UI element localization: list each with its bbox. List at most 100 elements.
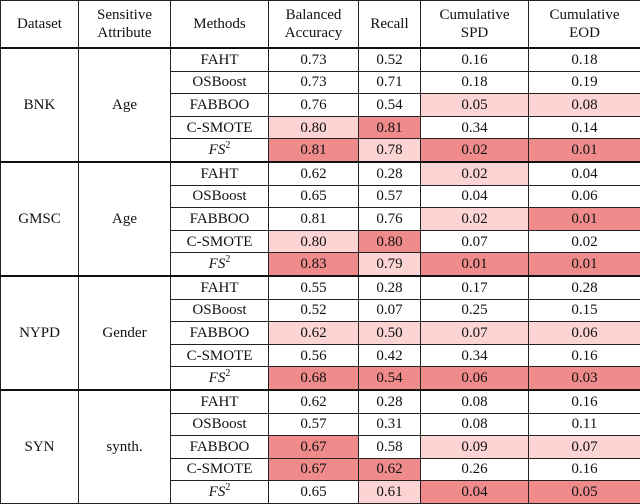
method-cell: C-SMOTE [171,344,269,367]
value-cell: 0.78 [359,139,421,162]
value-cell: 0.04 [529,162,640,185]
method-cell: FAHT [171,390,269,413]
method-name: FAHT [200,394,238,410]
value-cell: 0.18 [529,48,640,71]
value-cell: 0.28 [529,276,640,299]
value-cell: 0.28 [359,390,421,413]
value-cell: 0.05 [421,94,529,117]
value-cell: 0.06 [529,322,640,345]
method-cell: FS2 [171,253,269,276]
value-cell: 0.19 [529,71,640,94]
method-cell: FAHT [171,48,269,71]
dataset-cell: NYPD [1,276,79,390]
value-cell: 0.16 [529,390,640,413]
attribute-cell: Age [79,162,171,276]
value-cell: 0.80 [269,230,359,253]
method-name: OSBoost [192,302,246,318]
dataset-cell: GMSC [1,162,79,276]
value-cell: 0.07 [421,230,529,253]
value-cell: 0.62 [269,322,359,345]
dataset-cell: BNK [1,48,79,162]
method-name: OSBoost [192,416,246,432]
method-name: C-SMOTE [187,234,253,250]
method-cell: FABBOO [171,436,269,459]
value-cell: 0.65 [269,185,359,208]
header-text: Sensitive [97,7,152,23]
method-cell: FS2 [171,367,269,390]
value-cell: 0.15 [529,299,640,322]
header-text: SPD [461,25,489,41]
value-cell: 0.76 [359,208,421,231]
value-cell: 0.07 [421,322,529,345]
method-cell: OSBoost [171,299,269,322]
value-cell: 0.83 [269,253,359,276]
value-cell: 0.16 [529,458,640,481]
value-cell: 0.02 [421,139,529,162]
value-cell: 0.80 [269,116,359,139]
value-cell: 0.16 [529,344,640,367]
value-cell: 0.34 [421,344,529,367]
value-cell: 0.52 [359,48,421,71]
method-name: FS [209,370,226,386]
value-cell: 0.73 [269,48,359,71]
value-cell: 0.62 [269,162,359,185]
method-cell: FAHT [171,276,269,299]
value-cell: 0.07 [529,436,640,459]
attribute-cell: Gender [79,276,171,390]
value-cell: 0.71 [359,71,421,94]
value-cell: 0.04 [421,185,529,208]
value-cell: 0.06 [529,185,640,208]
value-cell: 0.17 [421,276,529,299]
method-name: OSBoost [192,188,246,204]
value-cell: 0.34 [421,116,529,139]
header-text: Dataset [17,16,62,32]
value-cell: 0.09 [421,436,529,459]
value-cell: 0.02 [529,230,640,253]
value-cell: 0.08 [421,390,529,413]
value-cell: 0.50 [359,322,421,345]
method-superscript: 2 [225,482,230,493]
value-cell: 0.58 [359,436,421,459]
header-text: Recall [370,16,408,32]
method-name: FAHT [200,280,238,296]
header-text: EOD [569,25,600,41]
value-cell: 0.03 [529,367,640,390]
value-cell: 0.55 [269,276,359,299]
method-name: FABBOO [190,211,250,227]
method-name: FAHT [200,166,238,182]
value-cell: 0.57 [359,185,421,208]
value-cell: 0.01 [421,253,529,276]
method-cell: FABBOO [171,208,269,231]
value-cell: 0.25 [421,299,529,322]
header-cell: Methods [171,1,269,49]
method-name: FS [209,142,226,158]
header-text: Cumulative [550,7,620,23]
header-cell: Cumulative EOD [529,1,640,49]
value-cell: 0.28 [359,276,421,299]
value-cell: 0.26 [421,458,529,481]
method-cell: FS2 [171,139,269,162]
value-cell: 0.18 [421,71,529,94]
header-text: Attribute [97,25,151,41]
method-name: FS [209,484,226,500]
method-superscript: 2 [225,254,230,265]
method-superscript: 2 [225,368,230,379]
value-cell: 0.01 [529,208,640,231]
header-text: Cumulative [440,7,510,23]
method-name: FABBOO [190,325,250,341]
value-cell: 0.67 [269,458,359,481]
attribute-cell: synth. [79,390,171,503]
attribute-cell: Age [79,48,171,162]
value-cell: 0.80 [359,230,421,253]
value-cell: 0.81 [359,116,421,139]
value-cell: 0.57 [269,413,359,436]
value-cell: 0.07 [359,299,421,322]
header-cell: Cumulative SPD [421,1,529,49]
